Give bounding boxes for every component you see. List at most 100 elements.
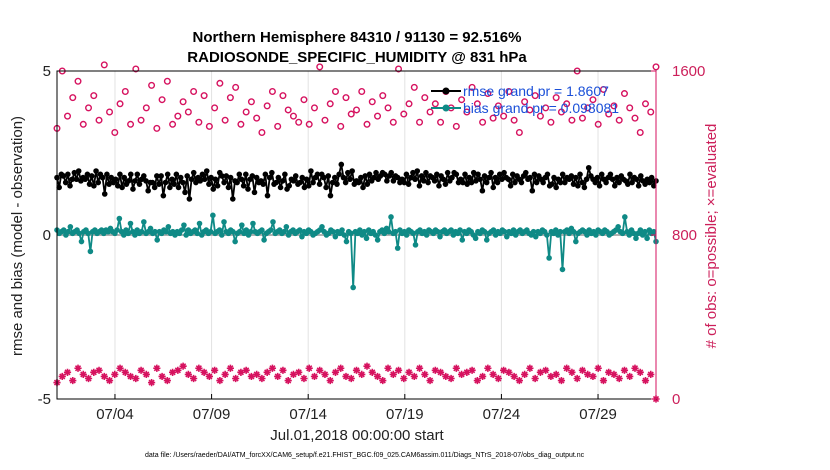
series-point <box>147 225 154 232</box>
series-point <box>238 176 245 183</box>
series-point <box>412 176 418 183</box>
series-point <box>314 171 321 178</box>
series-point <box>164 171 171 178</box>
obs-possible-point <box>437 118 445 126</box>
obs-possible-point <box>190 87 198 95</box>
series-point <box>572 174 579 181</box>
series-point <box>594 174 601 181</box>
obs-evaluated-point <box>321 370 329 378</box>
series-point <box>154 173 160 179</box>
series-point <box>154 237 161 243</box>
series-point <box>297 179 303 186</box>
series-point <box>553 184 559 191</box>
obs-possible-point <box>268 87 276 95</box>
series-point <box>410 230 417 237</box>
obs-possible-point <box>295 118 303 126</box>
obs-evaluated-point <box>500 366 508 374</box>
obs-possible-point <box>426 108 434 116</box>
obs-possible-point <box>368 98 376 106</box>
series-point <box>505 176 512 183</box>
series-point <box>299 233 305 240</box>
series-point <box>562 179 568 186</box>
series-point <box>635 183 642 189</box>
series-point <box>492 174 499 181</box>
series-point <box>363 235 370 242</box>
obs-evaluated-point <box>168 368 177 376</box>
series-point <box>114 183 121 189</box>
series-point <box>616 179 622 186</box>
series-point <box>477 176 484 183</box>
series-point <box>338 161 345 168</box>
series-point <box>158 173 164 179</box>
obs-possible-point <box>100 61 108 69</box>
obs-evaluated-point <box>373 372 382 381</box>
series-point <box>425 179 431 186</box>
obs-possible-point <box>300 96 308 104</box>
series-point <box>460 179 466 186</box>
series-point <box>240 183 247 189</box>
y-tick-label-left: 0 <box>43 227 51 244</box>
obs-evaluated-point <box>268 364 277 372</box>
series-point <box>290 178 297 184</box>
obs-possible-point <box>620 90 628 98</box>
obs-evaluated-point <box>121 368 129 376</box>
obs-possible-point <box>310 104 318 112</box>
obs-evaluated-point <box>415 364 424 372</box>
series-point <box>401 179 408 186</box>
series-point <box>568 173 575 179</box>
obs-evaluated-point <box>647 370 655 378</box>
obs-evaluated-point <box>479 372 487 381</box>
series-point <box>236 171 243 178</box>
obs-evaluated-point <box>221 370 229 378</box>
series-point <box>171 181 177 187</box>
obs-evaluated-point <box>620 366 629 374</box>
series-point <box>190 169 197 176</box>
series-point <box>403 171 410 178</box>
obs-evaluated-point <box>547 372 555 381</box>
obs-evaluated-point <box>563 364 571 372</box>
obs-possible-point <box>79 120 87 128</box>
obs-evaluated-point <box>126 372 135 381</box>
series-point <box>275 174 282 181</box>
series-point <box>611 183 618 189</box>
series-point <box>218 232 225 238</box>
series-point <box>486 174 492 181</box>
series-point <box>579 179 586 186</box>
x-tick-label: 07/19 <box>386 406 424 423</box>
obs-possible-point <box>195 118 203 126</box>
series-point <box>250 220 256 227</box>
obs-evaluated-point <box>400 374 408 383</box>
series-point <box>232 238 238 245</box>
y-tick-label-left: -5 <box>38 391 51 408</box>
obs-evaluated-point <box>436 368 445 376</box>
obs-possible-point <box>463 108 471 116</box>
series-point <box>134 171 141 178</box>
obs-evaluated-point <box>421 370 429 378</box>
obs-evaluated-point <box>100 372 108 381</box>
series-point <box>177 174 184 181</box>
obs-possible-point <box>500 112 508 120</box>
series-point <box>114 227 120 233</box>
obs-possible-point <box>547 118 555 126</box>
series-point <box>281 228 287 235</box>
series-point <box>206 181 212 187</box>
obs-possible-point <box>237 120 245 128</box>
series-point <box>442 181 449 187</box>
obs-possible-point <box>137 116 145 124</box>
obs-evaluated-point <box>195 364 203 372</box>
series-point <box>394 245 401 251</box>
obs-evaluated-point <box>305 364 313 372</box>
series-point <box>201 176 208 183</box>
series-point <box>127 220 134 227</box>
series-point <box>219 173 225 179</box>
series-point <box>434 228 441 235</box>
series-point <box>532 233 539 240</box>
obs-possible-point <box>111 128 119 136</box>
series-point <box>350 284 356 291</box>
y-axis-label-right: # of obs: o=possible; ×=evaluated <box>703 124 720 349</box>
series-point <box>104 171 110 178</box>
obs-possible-point <box>379 92 387 100</box>
series-point <box>194 230 201 237</box>
obs-evaluated-point <box>557 376 566 385</box>
series-point <box>341 232 348 238</box>
